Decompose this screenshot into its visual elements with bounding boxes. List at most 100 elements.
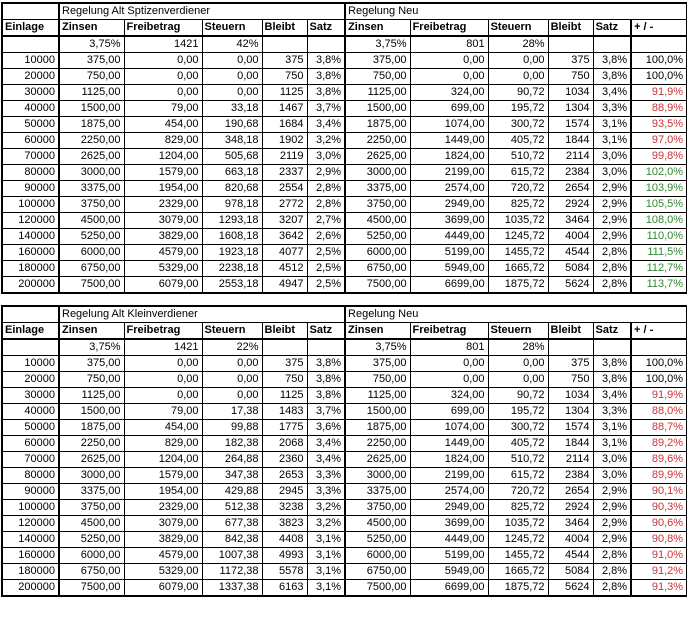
delta-cell[interactable]: 113,7% [630,276,687,294]
data-cell[interactable]: 2653 [261,467,308,484]
data-cell[interactable]: 2337 [261,164,308,181]
data-cell[interactable]: 4449,00 [409,531,489,548]
data-cell[interactable]: 1608,18 [201,228,263,245]
data-cell[interactable]: 348,18 [201,132,263,149]
data-cell[interactable]: 90000 [1,483,60,500]
data-cell[interactable]: 3,8% [306,52,347,69]
data-cell[interactable]: 2119 [261,148,308,165]
data-cell[interactable]: 300,72 [487,116,549,133]
corner-cell[interactable] [1,305,60,323]
data-cell[interactable]: 3829,00 [123,228,203,245]
data-cell[interactable]: 2554 [261,180,308,197]
delta-cell[interactable]: 102,0% [630,164,687,181]
data-cell[interactable]: 6000,00 [344,547,411,564]
data-cell[interactable]: 2,7% [306,212,347,229]
data-cell[interactable]: 5949,00 [409,260,489,277]
data-cell[interactable]: 33,18 [201,100,263,117]
data-cell[interactable]: 2250,00 [58,435,125,452]
data-cell[interactable]: 429,88 [201,483,263,500]
data-cell[interactable]: 1483 [261,403,308,420]
data-cell[interactable]: 99,88 [201,419,263,436]
data-cell[interactable]: 2384 [547,467,594,484]
data-cell[interactable]: 347,38 [201,467,263,484]
col-header-zinsen-alt[interactable]: Zinsen [58,322,125,340]
data-cell[interactable]: 4512 [261,260,308,277]
data-cell[interactable]: 1125 [261,84,308,101]
data-cell[interactable]: 3,7% [306,403,347,420]
data-cell[interactable]: 180000 [1,563,60,580]
data-cell[interactable]: 4500,00 [58,515,125,532]
data-cell[interactable]: 3,8% [306,355,347,372]
data-cell[interactable]: 1875,72 [487,579,549,597]
delta-cell[interactable]: 112,7% [630,260,687,277]
empty-cell[interactable] [261,35,308,53]
data-cell[interactable]: 140000 [1,228,60,245]
data-cell[interactable]: 2654 [547,483,594,500]
data-cell[interactable]: 30000 [1,84,60,101]
data-cell[interactable]: 750,00 [344,68,411,85]
data-cell[interactable]: 0,00 [201,387,263,404]
data-cell[interactable]: 1500,00 [344,100,411,117]
data-cell[interactable]: 510,72 [487,451,549,468]
data-cell[interactable]: 20000 [1,68,60,85]
data-cell[interactable]: 3699,00 [409,212,489,229]
delta-cell[interactable]: 88,0% [630,403,687,420]
col-header-zinsen-neu[interactable]: Zinsen [344,322,411,340]
data-cell[interactable]: 3,3% [592,100,633,117]
col-header-einlage[interactable]: Einlage [1,322,60,340]
delta-cell[interactable]: 89,6% [630,451,687,468]
data-cell[interactable]: 3207 [261,212,308,229]
data-cell[interactable]: 2,9% [592,499,633,516]
data-cell[interactable]: 1204,00 [123,148,203,165]
data-cell[interactable]: 1665,72 [487,260,549,277]
data-cell[interactable]: 505,68 [201,148,263,165]
data-cell[interactable]: 195,72 [487,403,549,420]
data-cell[interactable]: 4004 [547,531,594,548]
data-cell[interactable]: 3,2% [306,132,347,149]
data-cell[interactable]: 0,00 [123,355,203,372]
data-cell[interactable]: 5250,00 [58,531,125,548]
data-cell[interactable]: 1684 [261,116,308,133]
empty-cell[interactable] [306,338,347,356]
data-cell[interactable]: 3,1% [592,116,633,133]
data-cell[interactable]: 405,72 [487,132,549,149]
data-cell[interactable]: 2114 [547,451,594,468]
data-cell[interactable]: 2654 [547,180,594,197]
data-cell[interactable]: 0,00 [409,68,489,85]
data-cell[interactable]: 4449,00 [409,228,489,245]
data-cell[interactable]: 1579,00 [123,467,203,484]
data-cell[interactable]: 3,7% [306,100,347,117]
param-steuersatz-alt[interactable]: 42% [201,35,263,53]
data-cell[interactable]: 512,38 [201,499,263,516]
data-cell[interactable]: 1035,72 [487,212,549,229]
data-cell[interactable]: 699,00 [409,100,489,117]
data-cell[interactable]: 264,88 [201,451,263,468]
param-zinssatz-neu[interactable]: 3,75% [344,35,411,53]
data-cell[interactable]: 1007,38 [201,547,263,564]
data-cell[interactable]: 1204,00 [123,451,203,468]
data-cell[interactable]: 5250,00 [344,531,411,548]
data-cell[interactable]: 3,8% [306,68,347,85]
delta-cell[interactable]: 91,9% [630,84,687,101]
data-cell[interactable]: 375,00 [58,52,125,69]
data-cell[interactable]: 4500,00 [58,212,125,229]
data-cell[interactable]: 3,0% [592,164,633,181]
data-cell[interactable]: 5578 [261,563,308,580]
data-cell[interactable]: 3750,00 [58,499,125,516]
data-cell[interactable]: 1775 [261,419,308,436]
col-header-zinsen-alt[interactable]: Zinsen [58,19,125,37]
data-cell[interactable]: 3,3% [592,403,633,420]
data-cell[interactable]: 2,8% [306,180,347,197]
data-cell[interactable]: 2329,00 [123,196,203,213]
data-cell[interactable]: 60000 [1,435,60,452]
data-cell[interactable]: 2625,00 [58,451,125,468]
data-cell[interactable]: 0,00 [201,84,263,101]
data-cell[interactable]: 90000 [1,180,60,197]
data-cell[interactable]: 510,72 [487,148,549,165]
data-cell[interactable]: 825,72 [487,196,549,213]
delta-cell[interactable]: 108,0% [630,212,687,229]
delta-cell[interactable]: 111,5% [630,244,687,261]
data-cell[interactable]: 1875,00 [58,116,125,133]
param-freibetrag-neu[interactable]: 801 [409,35,489,53]
col-header-bleibt-neu[interactable]: Bleibt [547,19,594,37]
